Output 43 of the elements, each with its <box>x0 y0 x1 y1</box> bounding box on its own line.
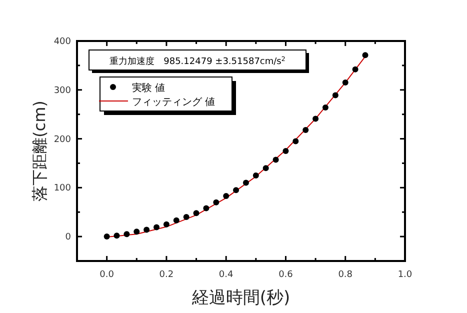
point <box>362 52 368 58</box>
point <box>213 199 220 206</box>
x-tick-label: 1.0 <box>398 270 412 280</box>
point <box>193 210 200 216</box>
point <box>173 217 180 224</box>
x-tick-label: 0.0 <box>100 270 114 280</box>
y-tick-label: 0 <box>65 232 72 243</box>
point <box>203 205 210 212</box>
point <box>302 126 309 133</box>
y-tick-label: 100 <box>54 184 72 194</box>
point <box>183 214 190 220</box>
point <box>322 104 328 110</box>
point <box>282 148 289 154</box>
x-tick-label: 0.2 <box>159 270 174 280</box>
y-tick-label: 200 <box>54 134 72 145</box>
x-tick-label: 0.4 <box>218 270 234 280</box>
point <box>124 231 130 238</box>
y-tick-label: 400 <box>54 37 72 47</box>
point <box>312 116 319 122</box>
point <box>252 172 259 178</box>
point <box>114 232 120 239</box>
point <box>292 138 299 144</box>
point <box>163 221 170 228</box>
point <box>352 66 358 72</box>
x-tick-label: 0.8 <box>338 270 353 280</box>
point <box>272 156 279 163</box>
point <box>242 180 249 186</box>
point <box>223 192 230 199</box>
legend-label: 実験 値 <box>132 82 166 94</box>
point <box>144 226 150 233</box>
legend-label: フィッティング 値 <box>132 96 216 108</box>
x-axis-title: 経過時間(秒) <box>190 288 290 308</box>
point <box>233 187 240 194</box>
point <box>104 234 110 240</box>
x-tick-label: 0.6 <box>278 270 294 280</box>
y-tick-label: 300 <box>54 86 72 96</box>
point <box>342 80 348 86</box>
annotation: 重力加速度 985.12479 ±3.51587cm/s$^{2}$ <box>110 56 286 67</box>
point <box>262 165 269 172</box>
point <box>154 224 160 230</box>
point <box>134 228 140 235</box>
point <box>332 92 338 98</box>
y-axis-title: 落下距離(cm) <box>30 100 49 202</box>
